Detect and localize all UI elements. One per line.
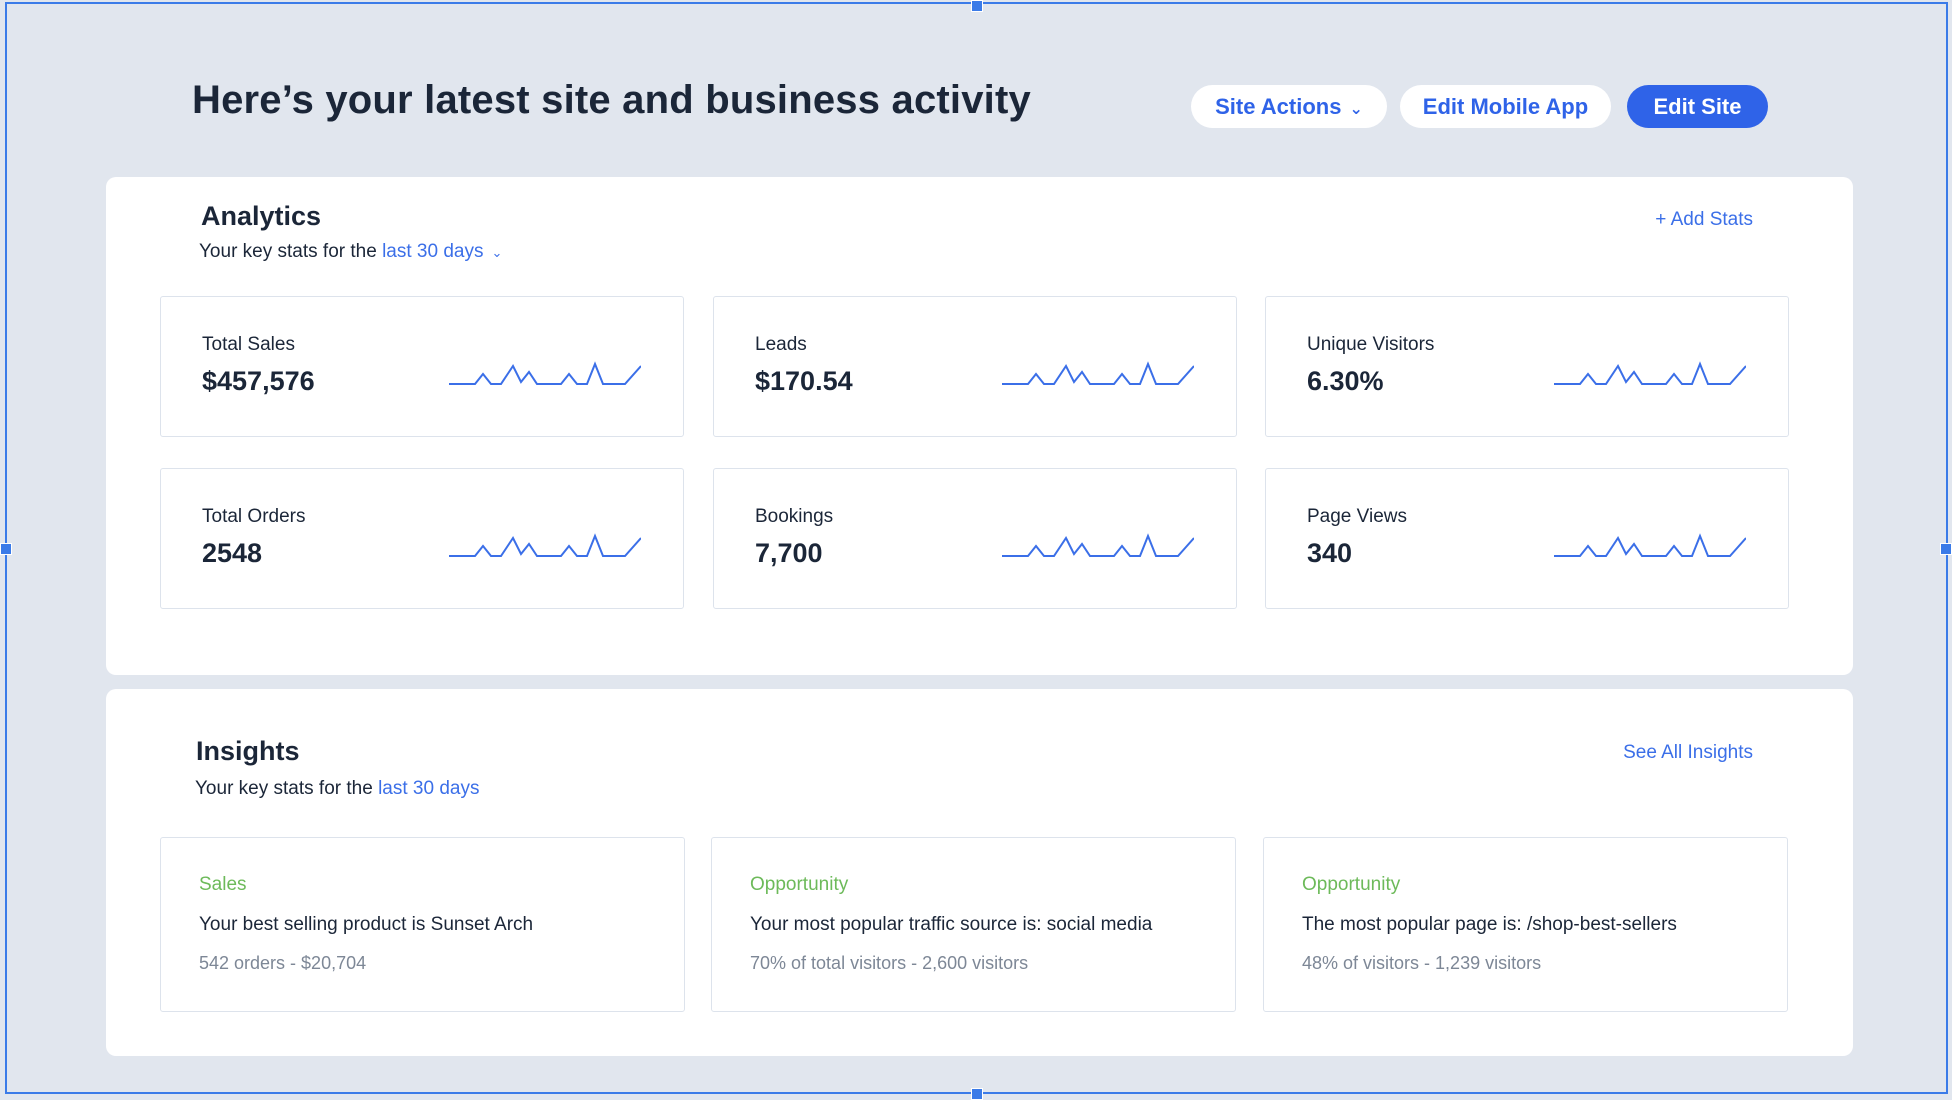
analytics-title: Analytics [201, 201, 322, 231]
add-stats-link[interactable]: + Add Stats [1655, 209, 1753, 230]
insight-meta: 70% of total visitors - 2,600 visitors [750, 953, 1029, 973]
stat-label: Total Sales [202, 334, 295, 355]
stat-card-total-sales[interactable]: Total Sales $457,576 [160, 296, 684, 437]
stat-label: Total Orders [202, 506, 306, 527]
insights-panel: Insights Your key stats for the last 30 … [106, 689, 1853, 1056]
stat-label: Unique Visitors [1307, 334, 1435, 355]
resize-handle-bottom[interactable] [971, 1088, 983, 1100]
insight-card-traffic-source[interactable]: Opportunity Your most popular traffic so… [711, 837, 1236, 1012]
analytics-subtitle: Your key stats for the last 30 days ⌄ [199, 241, 502, 263]
resize-handle-left[interactable] [0, 543, 12, 555]
insight-category: Opportunity [750, 874, 849, 895]
stat-card-bookings[interactable]: Bookings 7,700 [713, 468, 1237, 609]
resize-handle-top[interactable] [971, 0, 983, 12]
see-all-insights-link[interactable]: See All Insights [1623, 742, 1753, 763]
chevron-down-icon: ⌄ [1349, 100, 1363, 118]
stat-value: 340 [1307, 538, 1353, 568]
insight-category: Opportunity [1302, 874, 1401, 895]
sparkline-icon [1554, 533, 1746, 557]
insight-meta: 48% of visitors - 1,239 visitors [1302, 953, 1542, 973]
edit-site-button[interactable]: Edit Site [1627, 85, 1768, 128]
stat-label: Bookings [755, 506, 834, 527]
sparkline-icon [449, 361, 641, 385]
stat-value: 6.30% [1307, 366, 1384, 396]
analytics-period-dropdown[interactable]: last 30 days [382, 241, 484, 262]
insight-message: Your best selling product is Sunset Arch [199, 914, 534, 935]
stat-value: $457,576 [202, 366, 315, 396]
insights-subtitle: Your key stats for the last 30 days [195, 778, 479, 800]
edit-mobile-app-button[interactable]: Edit Mobile App [1400, 85, 1611, 128]
insight-category: Sales [199, 874, 247, 895]
analytics-subtitle-prefix: Your key stats for the [199, 241, 377, 262]
sparkline-icon [1002, 361, 1194, 385]
stat-value: 2548 [202, 538, 263, 568]
insights-subtitle-prefix: Your key stats for the [195, 778, 373, 799]
chevron-down-icon[interactable]: ⌄ [491, 245, 503, 260]
insight-card-popular-page[interactable]: Opportunity The most popular page is: /s… [1263, 837, 1788, 1012]
page-title: Here’s your latest site and business act… [192, 78, 1031, 122]
insight-meta: 542 orders - $20,704 [199, 953, 367, 973]
stat-card-leads[interactable]: Leads $170.54 [713, 296, 1237, 437]
sparkline-icon [449, 533, 641, 557]
insight-card-sales[interactable]: Sales Your best selling product is Sunse… [160, 837, 685, 1012]
insight-message: The most popular page is: /shop-best-sel… [1302, 914, 1677, 935]
stat-label: Page Views [1307, 506, 1407, 527]
resize-handle-right[interactable] [1940, 543, 1952, 555]
sparkline-icon [1002, 533, 1194, 557]
site-actions-button[interactable]: Site Actions ⌄ [1191, 85, 1387, 128]
site-actions-label: Site Actions [1215, 93, 1342, 119]
insight-message: Your most popular traffic source is: soc… [750, 914, 1153, 935]
stat-card-unique-visitors[interactable]: Unique Visitors 6.30% [1265, 296, 1789, 437]
stat-value: $170.54 [755, 366, 853, 396]
analytics-panel: Analytics Your key stats for the last 30… [106, 177, 1853, 675]
insights-period-link[interactable]: last 30 days [378, 778, 480, 799]
sparkline-icon [1554, 361, 1746, 385]
stat-value: 7,700 [755, 538, 823, 568]
stat-card-page-views[interactable]: Page Views 340 [1265, 468, 1789, 609]
insights-title: Insights [196, 736, 300, 766]
stat-label: Leads [755, 334, 807, 355]
stat-card-total-orders[interactable]: Total Orders 2548 [160, 468, 684, 609]
